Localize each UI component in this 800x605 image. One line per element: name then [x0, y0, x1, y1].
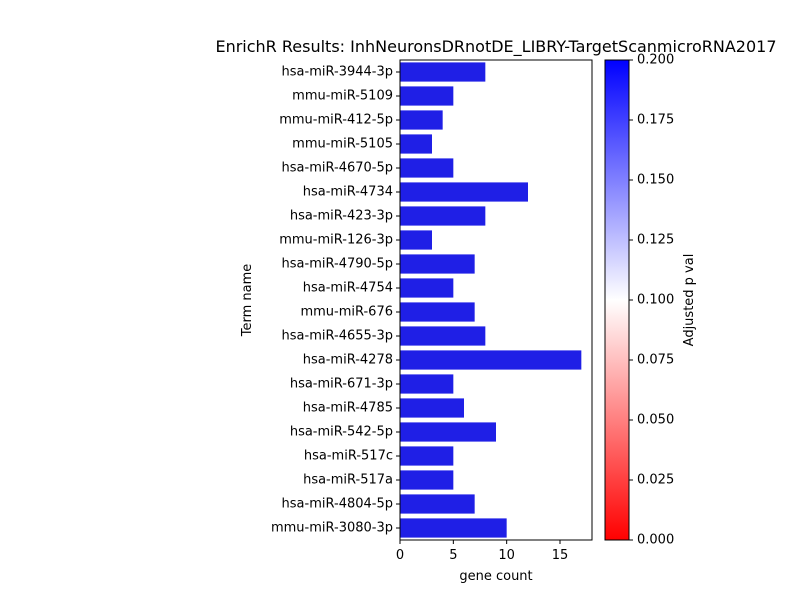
bar-hsa-miR-4670-5p	[400, 158, 454, 178]
y-tick-label: hsa-miR-4655-3p	[282, 329, 393, 344]
y-tick-label: mmu-miR-676	[300, 305, 393, 320]
y-tick-label: hsa-miR-3944-3p	[282, 65, 393, 80]
y-tick-label: hsa-miR-542-5p	[290, 425, 393, 440]
x-tick-label: 15	[552, 548, 569, 563]
y-tick-label: mmu-miR-126-3p	[279, 233, 393, 248]
x-tick-label: 5	[449, 548, 457, 563]
colorbar-tick-label: 0.100	[637, 293, 674, 308]
bar-mmu-miR-412-5p	[400, 110, 443, 130]
bar-hsa-miR-4785	[400, 398, 464, 418]
bars-group	[400, 62, 582, 538]
y-tick-label: hsa-miR-4785	[303, 401, 393, 416]
y-tick-label: mmu-miR-3080-3p	[271, 521, 393, 536]
bar-hsa-miR-4655-3p	[400, 326, 486, 346]
bar-hsa-miR-4790-5p	[400, 254, 475, 274]
colorbar-ticks: 0.000 0.025 0.050 0.075 0.100 0.125 0.150 0.175…	[629, 53, 674, 548]
bar-mmu-miR-3080-3p	[400, 518, 507, 538]
y-tick-label: mmu-miR-5105	[292, 137, 393, 152]
y-tick-label: hsa-miR-423-3p	[290, 209, 393, 224]
y-tick-label: hsa-miR-517a	[303, 473, 393, 488]
colorbar-tick-label: 0.075	[637, 353, 674, 368]
colorbar-tick-label: 0.025	[637, 473, 674, 488]
chart-title: EnrichR Results: InhNeuronsDRnotDE_LIBRY…	[215, 37, 776, 57]
y-tick-label: hsa-miR-4790-5p	[282, 257, 393, 272]
colorbar-tick-label: 0.125	[637, 233, 674, 248]
bar-hsa-miR-517c	[400, 446, 454, 466]
colorbar-label: Adjusted p val	[682, 254, 697, 347]
colorbar-tick-label: 0.050	[637, 413, 674, 428]
x-tick-label: 0	[396, 548, 404, 563]
colorbar-tick-label: 0.200	[637, 53, 674, 68]
x-axis-label: gene count	[459, 569, 532, 584]
y-tick-label: hsa-miR-4804-5p	[282, 497, 393, 512]
y-tick-label: hsa-miR-671-3p	[290, 377, 393, 392]
bar-hsa-miR-423-3p	[400, 206, 486, 226]
bar-mmu-miR-5105	[400, 134, 432, 154]
colorbar	[604, 59, 630, 541]
y-axis-label: Term name	[240, 264, 255, 338]
y-tick-label: mmu-miR-412-5p	[279, 113, 393, 128]
bar-hsa-miR-671-3p	[400, 374, 454, 394]
x-tick-label: 10	[498, 548, 515, 563]
bar-hsa-miR-542-5p	[400, 422, 496, 442]
bar-hsa-miR-517a	[400, 470, 454, 490]
bar-hsa-miR-4734	[400, 182, 528, 202]
bar-mmu-miR-126-3p	[400, 230, 432, 250]
y-tick-labels: hsa-miR-3944-3p mmu-miR-5109 mmu-miR-412-5…	[271, 65, 400, 536]
colorbar-tick-label: 0.175	[637, 113, 674, 128]
y-tick-label: mmu-miR-5109	[292, 89, 393, 104]
plot-frame	[399, 59, 593, 541]
y-tick-label: hsa-miR-517c	[304, 449, 393, 464]
bar-mmu-miR-5109	[400, 86, 454, 106]
bar-hsa-miR-3944-3p	[400, 62, 486, 82]
colorbar-tick-label: 0.000	[637, 533, 674, 548]
bar-mmu-miR-676	[400, 302, 475, 322]
y-tick-label: hsa-miR-4734	[303, 185, 393, 200]
bar-hsa-miR-4754	[400, 278, 454, 298]
y-tick-label: hsa-miR-4670-5p	[282, 161, 393, 176]
y-tick-label: hsa-miR-4278	[303, 353, 393, 368]
x-ticks: 0 5 10 15	[396, 540, 568, 563]
bar-hsa-miR-4804-5p	[400, 494, 475, 514]
colorbar-tick-label: 0.150	[637, 173, 674, 188]
bar-hsa-miR-4278	[400, 350, 582, 370]
y-tick-label: hsa-miR-4754	[303, 281, 393, 296]
